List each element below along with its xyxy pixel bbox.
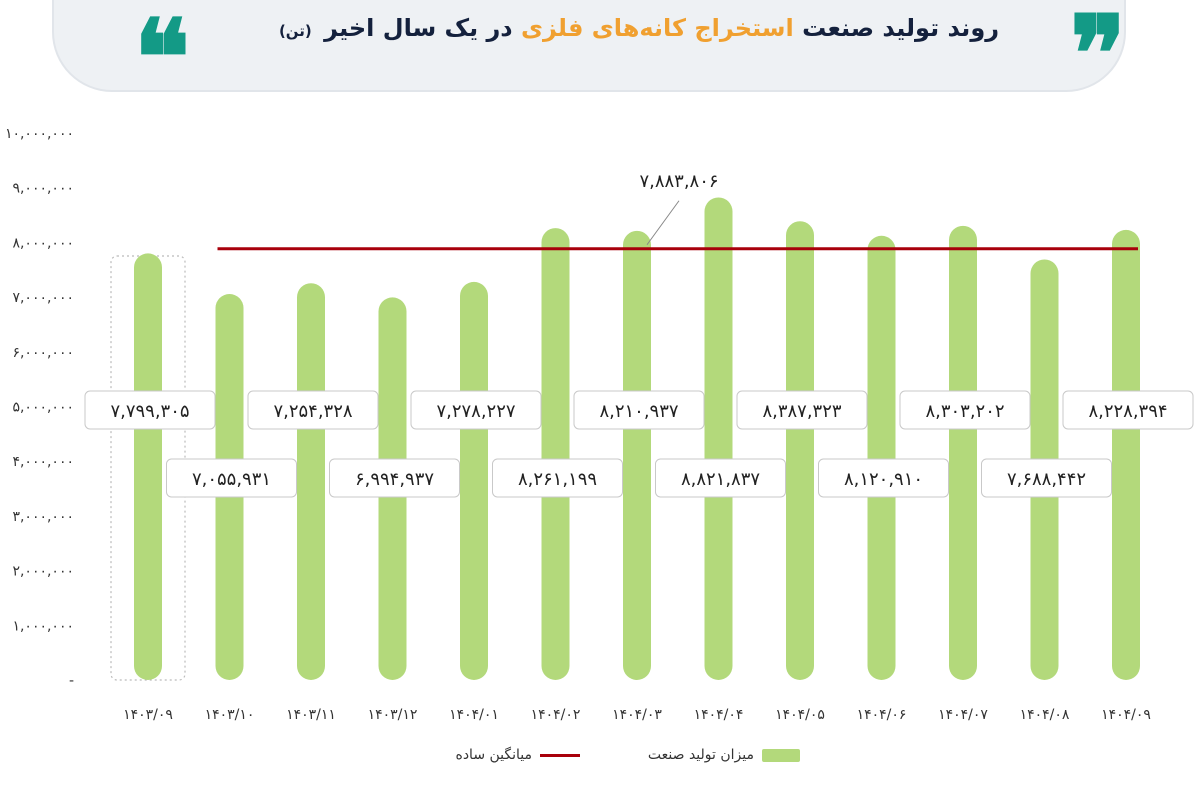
x-tick-label: ۱۴۰۳/۱۲ [368,707,418,723]
quote-mark-icon: ❝ [134,0,190,119]
chart-title: روند تولید صنعت استخراج کانه‌های فلزی در… [229,14,1049,42]
chart-header: ❝ روند تولید صنعت استخراج کانه‌های فلزی … [52,0,1126,110]
y-tick-label: ۱۰,۰۰۰,۰۰۰ [5,126,74,142]
data-label-text: ۷,۶۸۸,۴۴۲ [1007,469,1086,490]
bar [134,253,162,680]
data-label-box [818,458,949,498]
data-label-box [166,458,297,498]
y-tick-label: ۸,۰۰۰,۰۰۰ [12,235,74,251]
y-tick-label: ۱,۰۰۰,۰۰۰ [12,618,74,634]
data-label: ۸,۲۶۱,۱۹۹ [492,458,623,498]
data-label-box [981,458,1112,498]
bar [297,283,325,680]
x-tick-label: ۱۴۰۴/۰۵ [775,707,825,723]
bar [867,235,896,680]
data-label-text: ۸,۲۶۱,۱۹۹ [518,469,597,490]
data-label-box [247,390,379,430]
data-label-box [573,390,705,430]
legend-bar-swatch [762,748,800,762]
data-label: ۷,۶۸۸,۴۴۲ [981,458,1112,498]
x-tick-label: ۱۴۰۴/۰۶ [857,707,907,723]
data-label-text: ۸,۳۸۷,۳۲۳ [762,401,841,422]
data-label: ۷,۲۷۸,۲۲۷ [410,390,542,430]
data-label-box [84,390,216,430]
data-label-box [655,458,786,498]
x-tick-label: ۱۴۰۴/۰۴ [694,707,744,723]
title-highlight: استخراج کانه‌های فلزی [520,14,794,42]
x-tick-label: ۱۴۰۴/۰۸ [1020,707,1070,723]
data-label: ۸,۲۱۰,۹۳۷ [573,390,705,430]
x-tick-label: ۱۴۰۳/۱۰ [205,707,255,723]
legend-line-label: میانگین ساده [455,747,532,763]
legend-item-average: میانگین ساده [455,747,580,763]
average-callout-leader [646,200,680,246]
quote-mark-icon: ❞ [1070,0,1126,115]
x-tick-label: ۱۴۰۴/۰۲ [531,707,581,723]
title-part1: روند تولید صنعت [802,14,1000,42]
x-tick-label: ۱۴۰۳/۱۱ [286,707,336,723]
bar [460,281,488,680]
y-tick-label: ۹,۰۰۰,۰۰۰ [12,181,74,197]
y-tick-label: - [69,673,74,689]
data-label-box [736,390,868,430]
data-label-box [492,458,623,498]
data-label-text: ۸,۳۰۳,۲۰۲ [925,401,1004,422]
data-label-text: ۸,۲۲۸,۳۹۴ [1088,401,1167,422]
data-label-text: ۸,۱۲۰,۹۱۰ [844,469,923,490]
y-tick-label: ۴,۰۰۰,۰۰۰ [12,454,74,470]
data-label-box [899,390,1031,430]
x-tick-label: ۱۴۰۴/۰۱ [449,707,499,723]
data-label-text: ۷,۲۷۸,۲۲۷ [436,401,515,422]
y-tick-label: ۷,۰۰۰,۰۰۰ [12,290,74,306]
x-tick-label: ۱۴۰۴/۰۹ [1101,707,1151,723]
legend-item-bars: میزان تولید صنعت [648,747,800,763]
data-label-text: ۷,۷۹۹,۳۰۵ [110,401,189,422]
x-tick-label: ۱۴۰۳/۰۹ [123,707,173,723]
average-label: ۷,۸۸۳,۸۰۶ [639,171,718,192]
x-tick-label: ۱۴۰۴/۰۳ [612,707,662,723]
y-tick-label: ۲,۰۰۰,۰۰۰ [12,564,74,580]
bar [1112,229,1140,680]
data-label-box [410,390,542,430]
data-label: ۸,۸۲۱,۸۳۷ [655,458,786,498]
data-label-text: ۷,۰۵۵,۹۳۱ [192,469,271,490]
y-tick-label: ۶,۰۰۰,۰۰۰ [12,345,74,361]
data-label-text: ۶,۹۹۴,۹۳۷ [355,469,434,490]
bar [623,230,651,680]
data-label: ۸,۲۲۸,۳۹۴ [1062,390,1194,430]
data-label: ۷,۰۵۵,۹۳۱ [166,458,297,498]
bar [786,221,814,680]
bar [704,197,733,681]
bar [949,225,977,680]
data-label: ۸,۳۸۷,۳۲۳ [736,390,868,430]
bar [541,228,570,680]
legend-line-swatch [540,753,580,757]
data-label-text: ۸,۸۲۱,۸۳۷ [681,469,760,490]
y-tick-label: ۳,۰۰۰,۰۰۰ [12,509,74,525]
title-unit: (تن) [278,22,312,40]
legend-bar-label: میزان تولید صنعت [647,747,754,763]
y-tick-label: ۵,۰۰۰,۰۰۰ [12,400,74,416]
data-label: ۷,۲۵۴,۳۲۸ [247,390,379,430]
data-label: ۸,۳۰۳,۲۰۲ [899,390,1031,430]
data-label-text: ۷,۲۵۴,۳۲۸ [273,401,352,422]
x-tick-label: ۱۴۰۴/۰۷ [938,707,988,723]
data-label: ۷,۷۹۹,۳۰۵ [84,390,216,430]
legend: میزان تولید صنعت میانگین ساده [420,747,800,773]
data-label-text: ۸,۲۱۰,۹۳۷ [599,401,678,422]
data-label-box [329,458,460,498]
title-part2: در یک سال اخیر [324,14,513,42]
data-label-box [1062,390,1194,430]
data-label: ۶,۹۹۴,۹۳۷ [329,458,460,498]
data-label: ۸,۱۲۰,۹۱۰ [818,458,949,498]
